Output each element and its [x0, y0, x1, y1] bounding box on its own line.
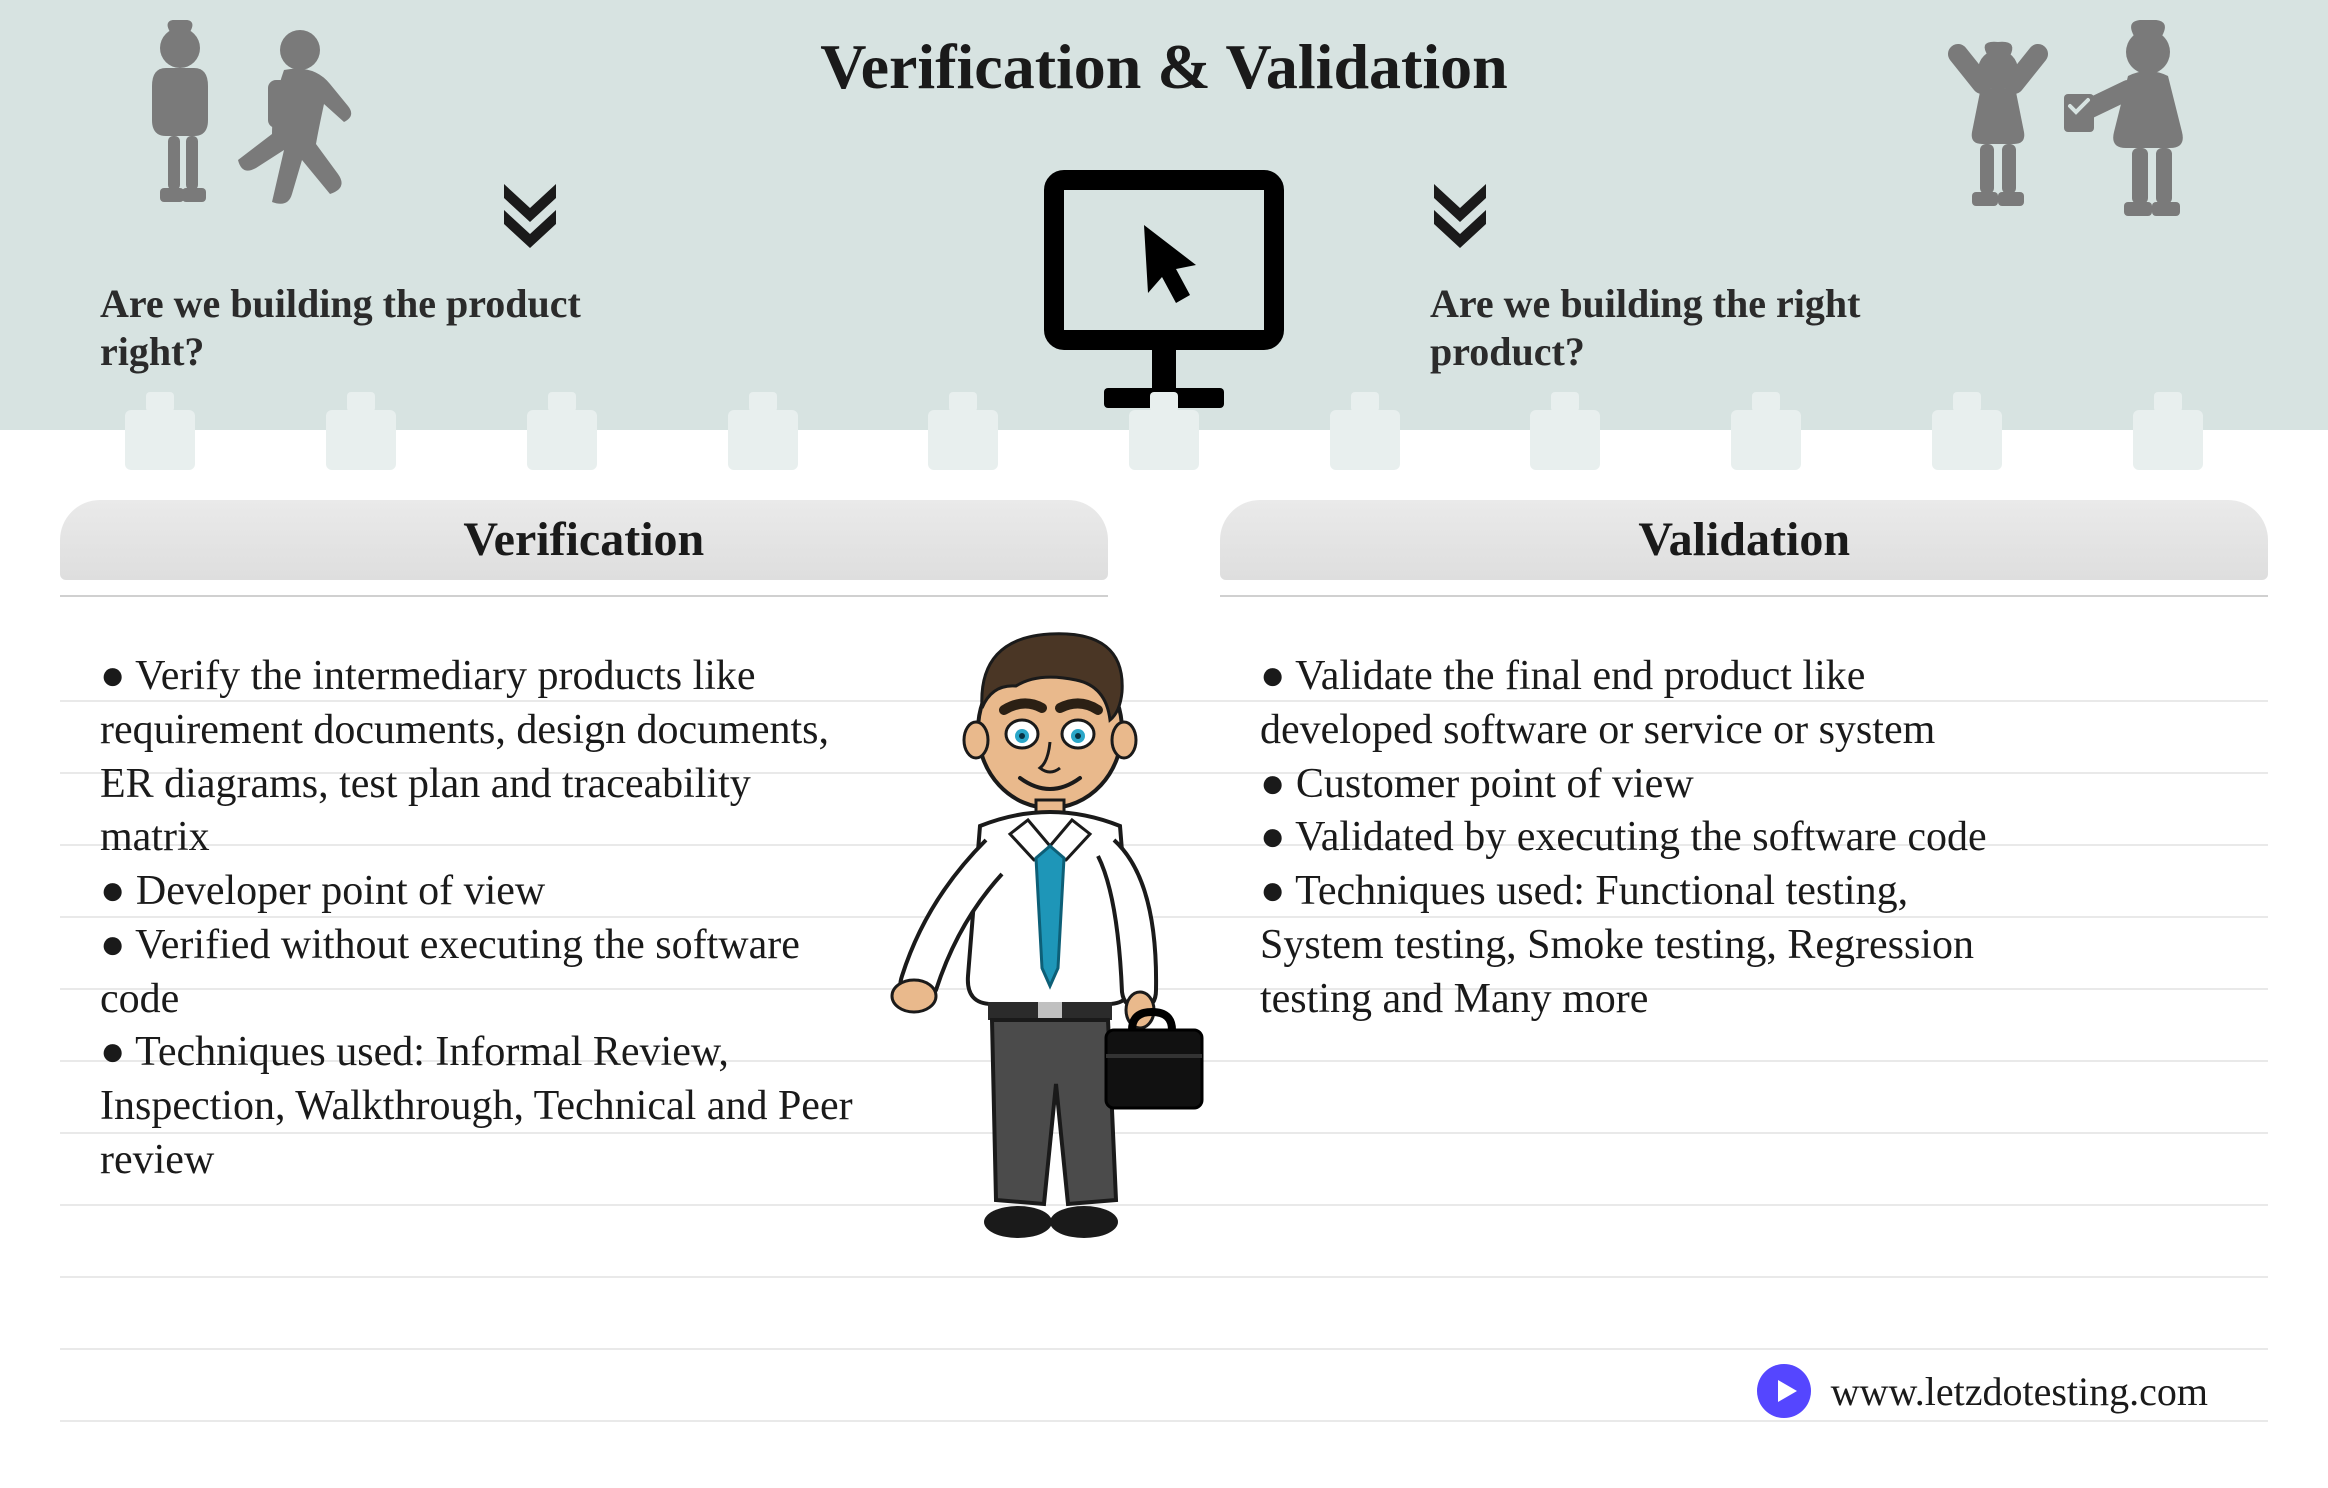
- source-link[interactable]: www.letzdotesting.com: [1831, 1368, 2208, 1415]
- chevron-down-left-icon: [500, 180, 560, 250]
- play-badge-icon: [1757, 1364, 1811, 1418]
- header-band: Verification & Validation: [0, 0, 2328, 430]
- validation-bullets: ● Validate the final end product like de…: [1260, 650, 2020, 1026]
- chevron-down-right-icon: [1430, 180, 1490, 250]
- verification-bullets: ● Verify the intermediary products like …: [100, 650, 860, 1188]
- validation-question: Are we building the right product?: [1430, 280, 1950, 376]
- header-notch-row: [0, 410, 2328, 470]
- businessman-icon: [870, 630, 1230, 1275]
- verification-question: Are we building the product right?: [100, 280, 620, 376]
- validation-heading: Validation: [1220, 500, 2268, 580]
- footer: www.letzdotesting.com: [1757, 1364, 2208, 1418]
- heading-rule-left: [60, 595, 1108, 597]
- verification-heading: Verification: [60, 500, 1108, 580]
- handover-silhouette-right-icon: [1928, 20, 2228, 230]
- heading-rule-right: [1220, 595, 2268, 597]
- kids-silhouette-left-icon: [120, 20, 380, 230]
